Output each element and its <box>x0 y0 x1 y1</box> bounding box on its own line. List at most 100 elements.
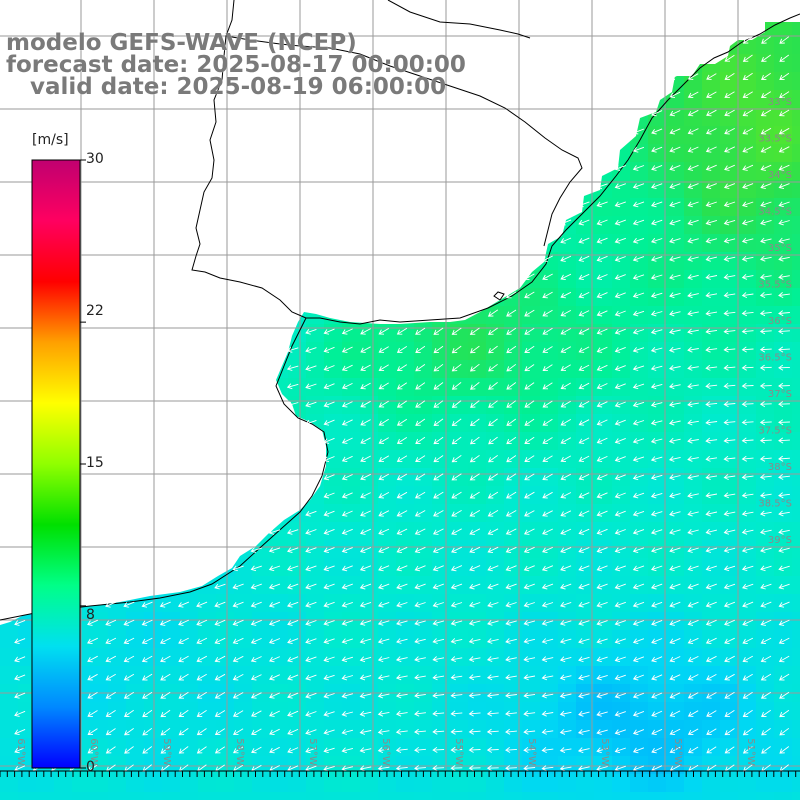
wind-arrow <box>433 473 444 481</box>
wind-arrow <box>778 201 790 208</box>
wind-arrow <box>560 528 572 535</box>
wind-arrow <box>469 327 480 335</box>
wind-arrow <box>506 345 517 354</box>
wind-arrow <box>287 710 299 717</box>
wind-arrow <box>614 201 626 208</box>
wind-arrow <box>687 383 699 390</box>
wind-arrow <box>706 73 717 80</box>
wind-arrow <box>596 656 608 663</box>
wind-arrow <box>377 656 390 663</box>
wind-arrow <box>160 727 171 736</box>
wind-arrow <box>578 656 590 663</box>
wind-arrow <box>705 492 718 499</box>
wind-arrow <box>377 638 390 644</box>
wind-arrow <box>505 656 517 663</box>
wind-arrow <box>250 547 263 553</box>
wind-arrow <box>232 637 244 645</box>
wind-arrow <box>414 528 426 535</box>
wind-arrow <box>742 164 754 171</box>
wind-arrow <box>305 638 317 645</box>
wind-arrow <box>214 692 226 699</box>
wind-arrow <box>705 255 718 262</box>
wind-arrow <box>505 583 517 590</box>
wind-arrow <box>468 656 481 663</box>
wind-arrow <box>596 419 608 426</box>
wind-arrow <box>123 637 135 645</box>
wind-arrow <box>596 674 608 681</box>
wind-arrow <box>632 583 645 590</box>
wind-arrow <box>341 547 353 554</box>
wind-arrow <box>450 674 463 681</box>
wind-arrow <box>559 710 572 717</box>
wind-arrow <box>305 547 317 554</box>
wind-arrow <box>596 219 608 226</box>
wind-arrow <box>341 346 353 353</box>
wind-arrow <box>269 746 280 754</box>
wind-arrow <box>105 691 116 699</box>
wind-arrow <box>632 219 645 226</box>
wind-arrow <box>596 346 608 353</box>
wind-arrow <box>632 492 645 499</box>
wind-arrow <box>523 692 536 699</box>
wind-arrow <box>668 437 681 444</box>
wind-arrow <box>669 510 681 517</box>
wind-arrow <box>614 711 626 717</box>
wind-arrow <box>141 619 153 626</box>
wind-arrow <box>669 201 681 208</box>
land-area <box>0 0 800 625</box>
wind-arrow <box>741 528 754 535</box>
wind-arrow <box>542 273 553 281</box>
wind-arrow <box>651 146 663 153</box>
wind-arrow <box>705 219 718 226</box>
wind-arrow <box>250 583 262 590</box>
wind-arrow <box>323 492 335 499</box>
wind-arrow <box>87 619 98 626</box>
wind-arrow <box>360 346 371 353</box>
wind-arrow <box>723 364 736 371</box>
wind-arrow <box>470 382 480 390</box>
wind-arrow <box>578 219 590 226</box>
wind-arrow <box>741 328 754 335</box>
wind-arrow <box>341 455 353 463</box>
wind-arrow <box>596 747 608 754</box>
wind-arrow <box>650 474 663 481</box>
wind-arrow <box>614 401 626 408</box>
wind-arrow <box>578 419 590 426</box>
wind-arrow <box>705 128 717 135</box>
wind-arrow <box>723 237 736 244</box>
wind-arrow <box>669 256 681 262</box>
wind-arrow <box>523 728 536 735</box>
wind-arrow <box>433 400 444 408</box>
wind-arrow <box>741 219 754 226</box>
wind-arrow <box>614 492 626 499</box>
wind-arrow <box>414 546 426 554</box>
wind-arrow <box>596 310 608 317</box>
wind-arrow <box>232 710 244 717</box>
wind-arrow <box>396 455 408 463</box>
wind-arrow <box>778 437 790 444</box>
wind-arrow <box>360 437 371 444</box>
wind-arrow <box>669 529 681 535</box>
wind-arrow <box>668 419 681 426</box>
wind-arrow <box>523 747 536 753</box>
wind-arrow <box>742 128 754 135</box>
wind-arrow <box>395 674 408 681</box>
wind-arrow <box>378 510 390 517</box>
wind-arrow <box>468 710 481 717</box>
wind-arrow <box>341 601 353 608</box>
wind-arrow <box>578 510 590 517</box>
wind-arrow <box>614 729 626 735</box>
wind-arrow <box>323 583 335 590</box>
wind-arrow <box>469 436 480 445</box>
wind-arrow <box>395 692 408 699</box>
wind-arrow <box>742 691 753 699</box>
wind-arrow <box>433 455 444 463</box>
wind-arrow <box>669 183 681 190</box>
wind-arrow <box>468 765 481 772</box>
wind-arrow <box>414 728 426 735</box>
wind-arrow <box>669 128 681 135</box>
wind-arrow <box>395 765 408 772</box>
wind-arrow <box>578 328 590 335</box>
wind-arrow <box>578 201 590 208</box>
lat-label: 38°S <box>768 462 792 473</box>
